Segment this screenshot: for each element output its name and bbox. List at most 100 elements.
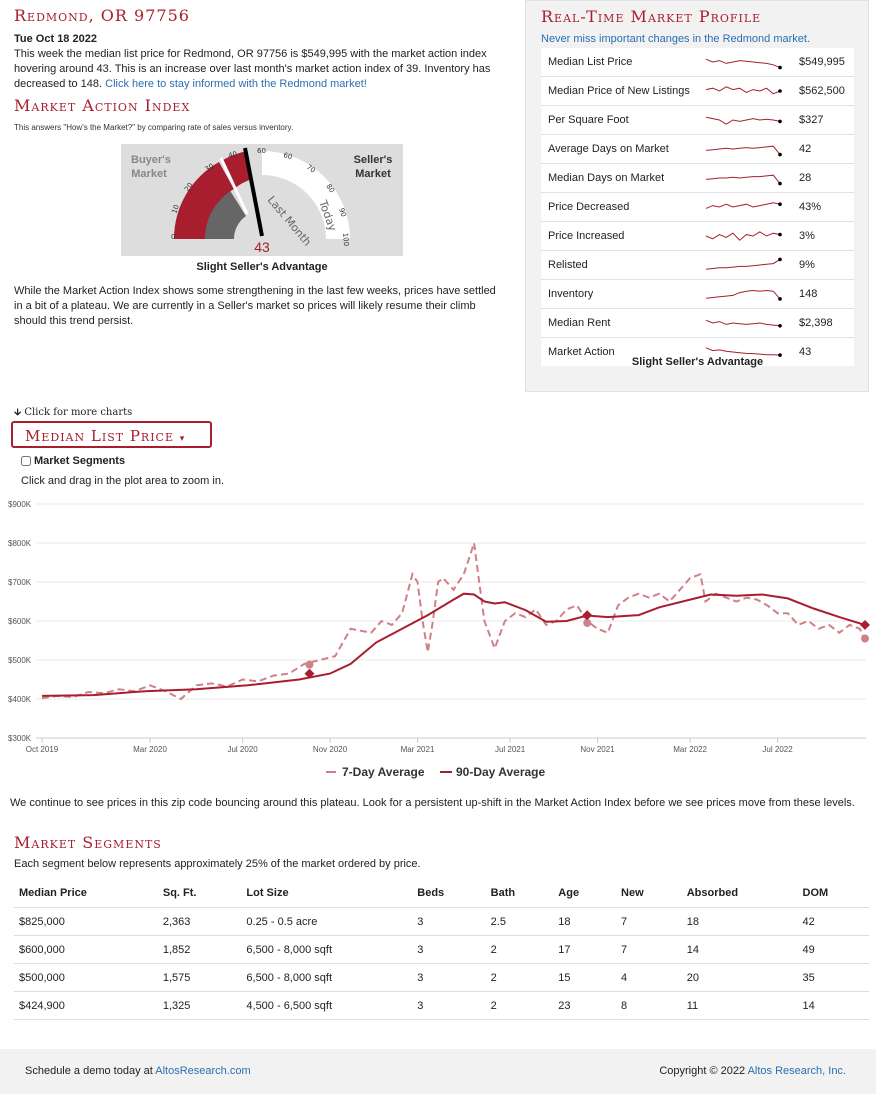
segments-column-header: Sq. Ft.: [157, 879, 242, 908]
sparkline-path: [705, 58, 781, 69]
arrow-down-icon: 🡳: [14, 407, 22, 418]
market-summary: This week the median list price for Redm…: [14, 47, 494, 92]
point-7day[interactable]: [305, 660, 314, 669]
x-tick-label: Mar 2020: [133, 745, 167, 754]
point-90day[interactable]: [582, 610, 593, 621]
market-segments-checkbox[interactable]: [21, 456, 31, 466]
market-segments-toggle[interactable]: Market Segments: [21, 455, 125, 467]
table-cell: 6,500 - 8,000 sqft: [241, 963, 413, 992]
profile-row[interactable]: Median Days on Market 28: [541, 163, 854, 192]
median-list-price-chart[interactable]: $300K $400K $500K $600K $700K $800K $900K Oct …: [0, 495, 876, 785]
profile-row[interactable]: Price Decreased 43%: [541, 192, 854, 221]
table-cell: 3: [412, 963, 486, 992]
y-tick-label: $700K: [8, 578, 32, 587]
chart-legend[interactable]: 7-Day Average 90-Day Average: [326, 765, 545, 779]
profile-row[interactable]: Market Action 43: [541, 337, 854, 366]
table-cell: $600,000: [14, 935, 158, 964]
altos-company-link[interactable]: Altos Research, Inc.: [747, 1065, 846, 1077]
profile-row[interactable]: Average Days on Market 42: [541, 134, 854, 163]
segments-column-header: Absorbed: [681, 879, 798, 908]
profile-row[interactable]: Relisted 9%: [541, 250, 854, 279]
summary-text: This week the median list price for Redm…: [14, 48, 491, 90]
table-cell: 3: [412, 991, 486, 1020]
chart-series: [41, 542, 866, 701]
gauge-gray-band: [202, 189, 246, 239]
gauge-needle: [243, 147, 264, 237]
sparkline-path: [705, 86, 781, 95]
profile-row[interactable]: Price Increased 3%: [541, 221, 854, 250]
gauge-tick-60: 60: [282, 151, 293, 161]
table-cell: 15: [553, 963, 617, 992]
profile-row-label: Median List Price: [548, 56, 633, 68]
table-cell: 2: [485, 935, 554, 964]
more-charts-label: Click for more charts: [24, 407, 133, 418]
table-cell: 11: [681, 991, 798, 1020]
footer-right: Copyright © 2022 Altos Research, Inc.: [659, 1065, 846, 1077]
table-row: $825,000 2,363 0.25 - 0.5 acre 3 2.5 18 7 18 42: [14, 907, 869, 936]
table-cell: 6,500 - 8,000 sqft: [241, 935, 413, 964]
point-7day[interactable]: [583, 618, 592, 627]
profile-row[interactable]: Median List Price $549,995: [541, 48, 854, 76]
table-cell: 20: [681, 963, 798, 992]
sparkline: [705, 202, 782, 209]
table-cell: 42: [797, 907, 869, 936]
gauge-tick-0: 0: [171, 233, 175, 241]
series-90day-line[interactable]: [41, 592, 866, 697]
table-cell: 23: [553, 991, 617, 1020]
sparkline: [705, 58, 782, 70]
point-90day[interactable]: [860, 619, 870, 630]
report-date: Tue Oct 18 2022: [14, 33, 97, 45]
gauge-tick-20: 20: [183, 181, 195, 193]
sparkline: [705, 231, 782, 241]
profile-row-value: $327: [799, 114, 824, 126]
sparkline: [705, 289, 782, 301]
profile-row[interactable]: Median Rent $2,398: [541, 308, 854, 337]
sparkline-path: [705, 116, 781, 125]
x-tick-label: Jul 2020: [227, 745, 258, 754]
table-cell: 1,575: [157, 963, 242, 992]
y-tick-label: $400K: [8, 695, 32, 704]
more-charts-link[interactable]: 🡳 Click for more charts: [14, 405, 132, 422]
sparkline-end-dot: [778, 353, 782, 357]
table-cell: 2: [485, 963, 554, 992]
sparkline-end-dot: [778, 119, 782, 124]
sparkline-path: [705, 174, 781, 184]
segments-subtitle: Each segment below represents approximat…: [14, 858, 421, 870]
point-7day[interactable]: [861, 634, 869, 643]
sparkline-end-dot: [778, 89, 782, 93]
gauge-tick-100: 100: [341, 232, 350, 246]
profile-row-value: $549,995: [799, 56, 845, 68]
segments-column-header: DOM: [797, 879, 869, 908]
legend-7day-label[interactable]: 7-Day Average: [342, 765, 425, 779]
table-cell: 2.5: [485, 907, 554, 936]
table-cell: 1,325: [157, 991, 242, 1020]
legend-90day-label[interactable]: 90-Day Average: [456, 765, 545, 779]
table-cell: 0.25 - 0.5 acre: [241, 907, 413, 936]
stay-informed-link[interactable]: Click here to stay informed with the Red…: [105, 78, 367, 90]
segments-column-header: Lot Size: [241, 879, 413, 908]
profile-row[interactable]: Median Price of New Listings $562,500: [541, 76, 854, 105]
profile-row-label: Inventory: [548, 288, 594, 300]
gauge-caption: Slight Seller's Advantage: [196, 261, 328, 273]
table-cell: 17: [553, 935, 617, 964]
profile-row-label: Price Increased: [548, 230, 625, 242]
profile-row[interactable]: Per Square Foot $327: [541, 105, 854, 134]
buyers-market-label: Buyer's Market: [131, 154, 171, 180]
sparkline-path: [705, 231, 781, 241]
gauge-last-month-needle: [219, 157, 249, 215]
market-action-title: Market Action Index: [14, 96, 191, 115]
profile-row[interactable]: Inventory 148: [541, 279, 854, 308]
gauge-tick-40: 40: [227, 150, 238, 160]
chart-type-selector[interactable]: Median List Price ▾: [11, 421, 212, 448]
chart-markers: [304, 610, 870, 679]
table-cell: 14: [681, 935, 798, 964]
sparkline-end-dot: [778, 152, 782, 157]
gauge-tick-90: 90: [337, 207, 348, 218]
profile-title: Real-Time Market Profile: [541, 7, 762, 26]
y-tick-label: $500K: [8, 656, 32, 665]
altos-site-link[interactable]: AltosResearch.com: [155, 1065, 251, 1077]
profile-row-label: Median Rent: [548, 317, 611, 329]
sparkline-end-dot: [778, 181, 782, 186]
sparkline: [705, 116, 782, 125]
table-cell: 2,363: [157, 907, 242, 936]
